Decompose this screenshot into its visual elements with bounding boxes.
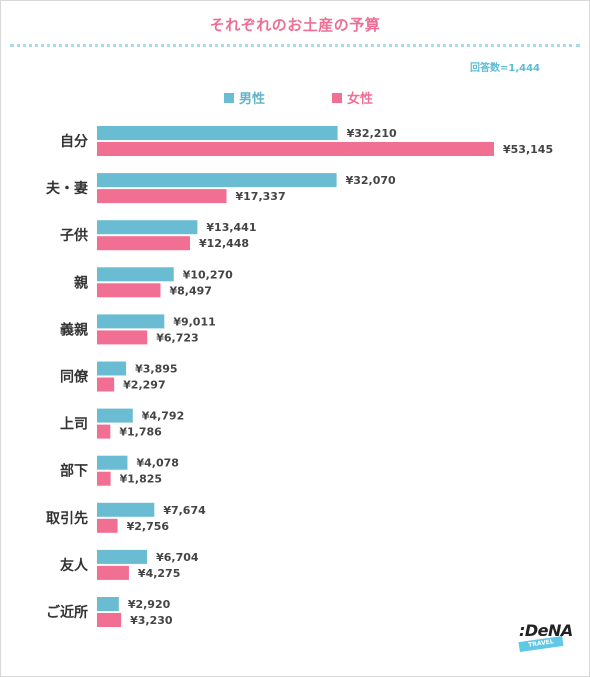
value-label-male: ¥4,792 — [142, 410, 184, 423]
bar-female — [97, 424, 111, 439]
category-label: 取引先 — [46, 510, 88, 527]
respondent-count: 回答数=1,444 — [469, 63, 540, 74]
value-label-male: ¥6,704 — [156, 551, 199, 564]
value-label-female: ¥4,275 — [138, 567, 180, 580]
logo-text: :DeNA — [519, 621, 573, 640]
value-label-female: ¥17,337 — [236, 190, 286, 203]
value-label-male: ¥10,270 — [183, 268, 233, 281]
bar-male — [97, 267, 174, 282]
category-label: 上司 — [60, 417, 88, 433]
category-label: ご近所 — [46, 604, 88, 621]
bar-female — [97, 330, 148, 345]
value-label-female: ¥2,756 — [127, 520, 170, 533]
bar-female — [97, 283, 161, 298]
bar-female — [97, 565, 129, 580]
value-label-female: ¥1,825 — [120, 473, 162, 486]
legend: 男性 女性 — [0, 88, 590, 107]
bar-female — [97, 236, 190, 251]
chart-title: それぞれのお土産の予算 — [209, 16, 381, 34]
category-label: 義親 — [60, 321, 88, 338]
value-label-male: ¥13,441 — [206, 221, 256, 234]
bar-male — [97, 455, 128, 470]
value-label-female: ¥12,448 — [199, 237, 249, 250]
bar-female — [97, 142, 494, 156]
value-label-female: ¥53,145 — [503, 143, 553, 156]
title-divider — [10, 44, 580, 47]
category-label: 自分 — [60, 133, 88, 150]
category-label: 部下 — [60, 463, 88, 480]
legend-label-female: 女性 — [347, 92, 374, 107]
category-label: 子供 — [60, 227, 88, 244]
bar-female — [97, 377, 115, 392]
value-label-male: ¥32,210 — [347, 127, 397, 140]
value-label-male: ¥2,920 — [128, 598, 171, 611]
value-label-female: ¥1,786 — [119, 426, 162, 439]
value-label-male: ¥4,078 — [136, 457, 178, 470]
bar-male — [97, 126, 338, 140]
category-label: 友人 — [60, 557, 89, 574]
bar-male — [97, 173, 337, 188]
legend-swatch-female — [332, 92, 342, 103]
legend-item-female: 女性 — [332, 88, 373, 107]
bar-male — [97, 549, 148, 564]
legend-item-male: 男性 — [224, 88, 265, 107]
bar-male — [97, 597, 119, 611]
legend-swatch-male — [224, 92, 234, 103]
category-label: 同僚 — [60, 369, 89, 386]
legend-label-male: 男性 — [239, 92, 266, 107]
bar-female — [97, 189, 227, 204]
bar-male — [97, 408, 133, 423]
value-label-male: ¥32,070 — [346, 174, 396, 187]
category-label: 親 — [74, 274, 88, 291]
bar-male — [97, 361, 127, 376]
bar-male — [97, 314, 165, 329]
value-label-female: ¥3,230 — [130, 614, 173, 627]
value-label-female: ¥8,497 — [169, 284, 211, 297]
category-label: 夫・妻 — [46, 180, 88, 197]
bar-female — [97, 613, 122, 627]
bar-male — [97, 502, 155, 517]
bar-female — [97, 518, 118, 533]
value-label-female: ¥2,297 — [123, 379, 165, 392]
brand-logo: :DeNA TRAVEL — [518, 621, 573, 653]
bar-female — [97, 471, 111, 486]
bar-male — [97, 220, 198, 235]
value-label-female: ¥6,723 — [156, 331, 198, 344]
value-label-male: ¥7,674 — [163, 504, 206, 517]
value-label-male: ¥9,011 — [173, 315, 215, 328]
value-label-male: ¥3,895 — [135, 363, 177, 376]
